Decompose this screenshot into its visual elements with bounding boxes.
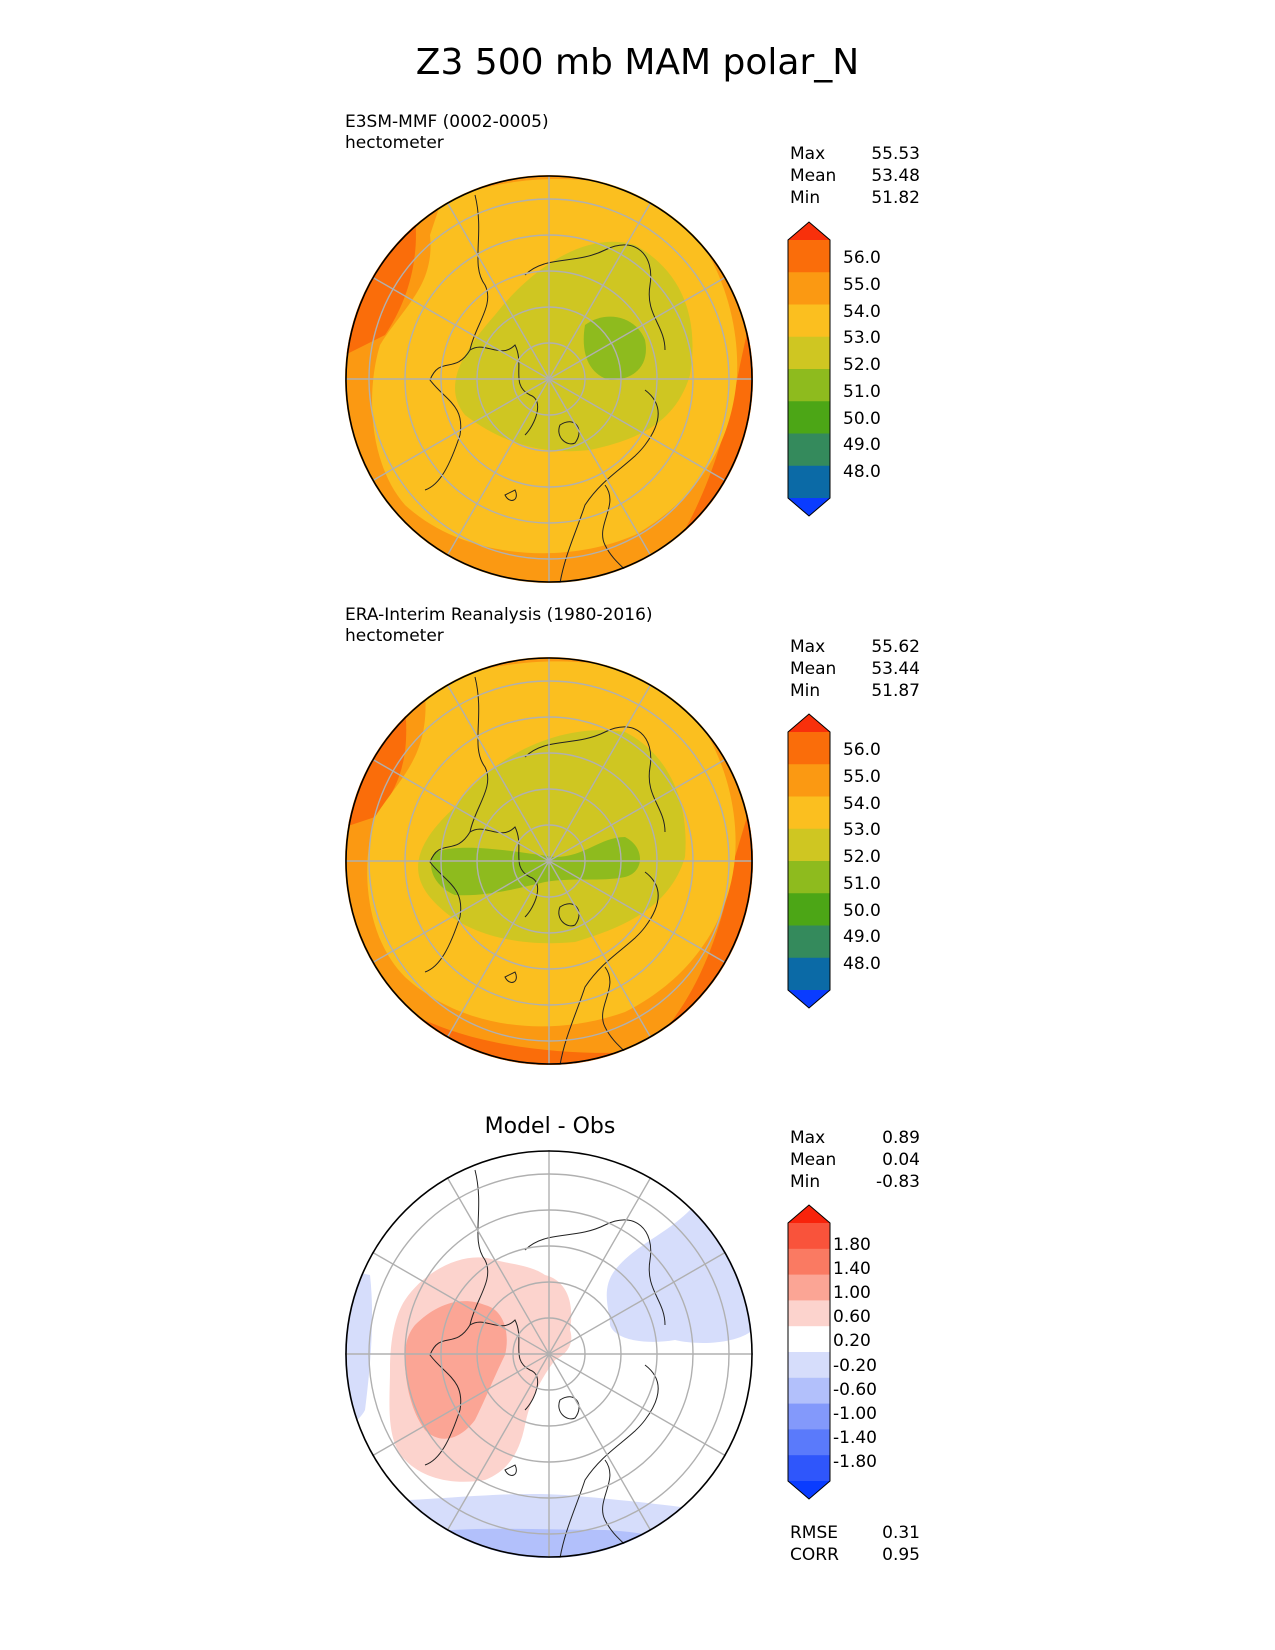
colorbar-segment xyxy=(788,1274,830,1301)
panel2-stats: Max 55.62 Mean 53.44 Min 51.87 xyxy=(790,637,920,701)
colorbar-segment xyxy=(788,1248,830,1276)
panel3-skill-scores: RMSE 0.31 CORR 0.95 xyxy=(790,1523,920,1565)
neg-anomaly-west xyxy=(345,1270,373,1430)
colorbar-segment xyxy=(788,764,830,797)
pos-anomaly-strong xyxy=(405,1301,507,1439)
colorbar-outline xyxy=(787,1204,831,1500)
colorbar-segment xyxy=(788,1223,830,1250)
colorbar-segment xyxy=(788,1403,830,1430)
colorbar-extend-min xyxy=(788,990,830,1008)
colorbar-outline xyxy=(787,713,831,1009)
graticule xyxy=(345,657,753,1065)
panel3-title: Model - Obs xyxy=(484,1114,616,1139)
colorbar-segment xyxy=(788,828,830,862)
panel2-colorbar xyxy=(787,713,831,1009)
colorbar-segment xyxy=(788,1455,830,1482)
panel2-units: hectometer xyxy=(345,626,444,646)
panel3-polar-map xyxy=(345,1150,753,1558)
panel3-colorbar xyxy=(787,1204,831,1500)
colorbar-segment xyxy=(788,240,830,273)
coastlines xyxy=(424,1169,666,1558)
graticule xyxy=(345,1150,753,1558)
colorbar-segment xyxy=(788,1429,830,1456)
graticule xyxy=(345,175,753,583)
coastlines xyxy=(424,194,666,583)
colorbar-extend-min xyxy=(788,1481,830,1499)
colorbar-extend-max xyxy=(788,1205,830,1223)
colorbar-segment xyxy=(788,957,830,991)
band-51-52 xyxy=(431,837,640,896)
colorbar-segment xyxy=(788,369,830,402)
colorbar-extend-max xyxy=(788,222,830,240)
colorbar-segment xyxy=(788,272,830,305)
panel3-stats: Max 0.89 Mean 0.04 Min -0.83 xyxy=(790,1128,920,1192)
colorbar-segment xyxy=(788,433,830,467)
colorbar-segment xyxy=(788,1352,830,1379)
panel2-polar-map xyxy=(345,657,753,1065)
colorbar-segment xyxy=(788,401,830,434)
panel2-label: ERA-Interim Reanalysis (1980-2016) hecto… xyxy=(345,605,653,647)
panel2-obs-name: ERA-Interim Reanalysis (1980-2016) xyxy=(345,605,653,625)
panel1-polar-map xyxy=(345,175,753,583)
colorbar-segment xyxy=(788,732,830,765)
neg-anomaly-south-strong xyxy=(405,1528,705,1558)
colorbar-segment xyxy=(788,1300,830,1327)
colorbar-outline xyxy=(787,221,831,517)
panel1-model-name: E3SM-MMF (0002-0005) xyxy=(345,112,549,132)
colorbar-segment xyxy=(788,1326,830,1353)
colorbar-segment xyxy=(788,861,830,894)
coastlines xyxy=(424,676,666,1065)
panel1-stats: Max 55.53 Mean 53.48 Min 51.82 xyxy=(790,144,920,208)
figure-title: Z3 500 mb MAM polar_N xyxy=(415,42,860,83)
colorbar-extend-max xyxy=(788,714,830,732)
colorbar-segment xyxy=(788,893,830,926)
panel1-colorbar xyxy=(787,221,831,517)
colorbar-segment xyxy=(788,465,830,499)
colorbar-segment xyxy=(788,304,830,338)
panel1-units: hectometer xyxy=(345,133,444,153)
colorbar-extend-min xyxy=(788,498,830,516)
colorbar-segment xyxy=(788,336,830,370)
colorbar-segment xyxy=(788,796,830,830)
colorbar-segment xyxy=(788,1377,830,1405)
colorbar-segment xyxy=(788,925,830,959)
panel1-label: E3SM-MMF (0002-0005) hectometer xyxy=(345,112,549,154)
